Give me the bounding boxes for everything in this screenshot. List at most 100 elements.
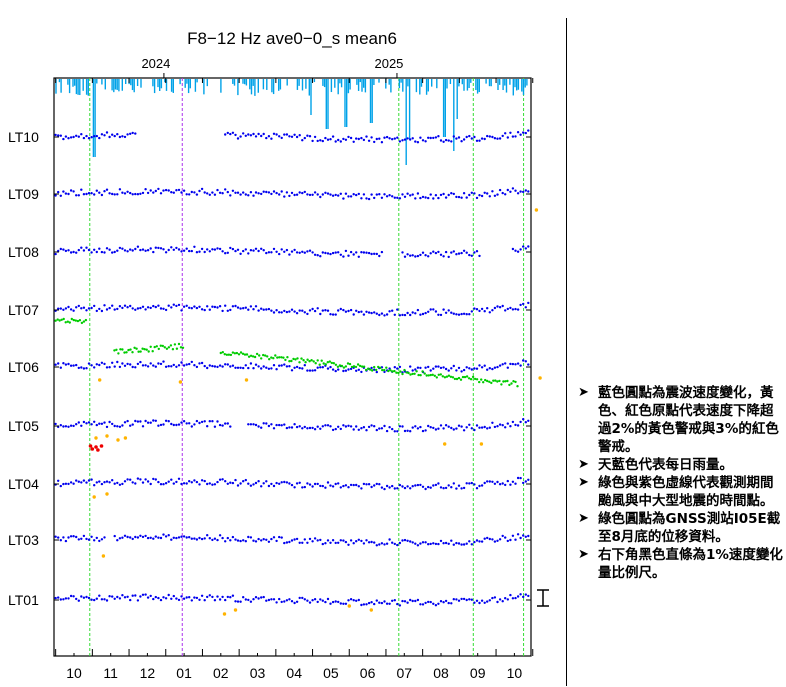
gnss-point (371, 369, 374, 372)
velocity-point (87, 596, 91, 600)
velocity-point (331, 368, 335, 371)
velocity-point (393, 196, 396, 199)
velocity-point (288, 482, 291, 485)
velocity-point (375, 193, 378, 196)
velocity-point (206, 366, 209, 370)
velocity-point (229, 481, 232, 484)
velocity-point (419, 366, 422, 370)
velocity-point (236, 248, 240, 251)
velocity-point (146, 480, 150, 483)
velocity-point (200, 537, 204, 541)
month-label: 03 (250, 665, 266, 681)
velocity-point (498, 364, 502, 367)
velocity-point (362, 313, 366, 316)
gnss-point (115, 348, 118, 351)
velocity-point (290, 539, 294, 542)
velocity-point (167, 480, 170, 483)
velocity-point (144, 593, 147, 596)
month-label: 07 (397, 665, 413, 681)
velocity-point (439, 253, 443, 256)
velocity-point (514, 135, 517, 138)
gnss-point (338, 364, 342, 367)
velocity-point (491, 596, 494, 600)
gnss-point (324, 363, 327, 366)
gnss-point (179, 346, 183, 349)
velocity-point (93, 193, 96, 196)
velocity-point (85, 134, 88, 138)
velocity-point (177, 477, 181, 480)
velocity-point (98, 363, 101, 367)
velocity-point (306, 482, 309, 485)
panel-divider (566, 18, 567, 686)
velocity-point (357, 255, 360, 258)
gnss-point (461, 375, 465, 379)
velocity-point (460, 597, 463, 601)
velocity-point (491, 480, 494, 483)
velocity-point (349, 250, 353, 254)
gnss-point (379, 366, 382, 369)
velocity-point (303, 598, 306, 601)
velocity-point (260, 539, 263, 542)
velocity-point (224, 598, 227, 602)
velocity-point (139, 534, 142, 537)
velocity-point (82, 136, 86, 140)
velocity-point (95, 363, 99, 366)
velocity-point (208, 193, 211, 196)
velocity-point (427, 543, 430, 546)
velocity-point (329, 425, 332, 428)
velocity-point (116, 360, 119, 364)
velocity-point (362, 138, 366, 142)
velocity-point (134, 366, 137, 369)
velocity-point (478, 601, 481, 605)
velocity-point (283, 250, 286, 253)
velocity-point (455, 137, 458, 140)
velocity-point (254, 596, 258, 599)
gnss-point (405, 371, 408, 374)
velocity-point (180, 309, 183, 312)
velocity-point (290, 426, 294, 429)
velocity-point (516, 595, 520, 598)
velocity-point (409, 254, 412, 257)
velocity-point (329, 484, 332, 487)
velocity-point (306, 193, 309, 196)
velocity-point (218, 598, 222, 601)
velocity-point (293, 133, 296, 136)
velocity-point (352, 483, 355, 487)
velocity-point (295, 135, 299, 139)
velocity-point (69, 251, 73, 254)
gnss-point (74, 319, 78, 322)
velocity-point (298, 309, 301, 312)
velocity-point (193, 245, 196, 248)
velocity-point (177, 248, 181, 251)
velocity-point (326, 539, 330, 542)
velocity-point (319, 484, 322, 488)
gnss-point (165, 347, 169, 350)
velocity-point (170, 478, 173, 481)
velocity-point (491, 309, 494, 312)
velocity-point (527, 301, 530, 305)
velocity-point (213, 248, 217, 251)
velocity-point (473, 251, 476, 254)
velocity-point (280, 136, 283, 140)
velocity-point (59, 484, 62, 488)
velocity-point (522, 302, 525, 306)
velocity-point (450, 486, 453, 489)
velocity-point (516, 476, 520, 480)
velocity-point (200, 479, 204, 482)
gnss-point (127, 348, 130, 352)
velocity-point (87, 137, 91, 140)
velocity-point (313, 309, 317, 313)
velocity-point (105, 425, 109, 429)
velocity-point (475, 139, 479, 142)
gnss-point (302, 359, 305, 362)
gnss-point (249, 354, 253, 357)
velocity-point (72, 190, 75, 193)
velocity-point (111, 479, 114, 482)
month-label: 08 (433, 665, 449, 681)
velocity-point (290, 308, 294, 311)
velocity-point (208, 308, 211, 311)
velocity-point (442, 255, 445, 258)
velocity-point (486, 480, 489, 483)
month-label: 12 (140, 665, 156, 681)
velocity-point (162, 360, 165, 363)
